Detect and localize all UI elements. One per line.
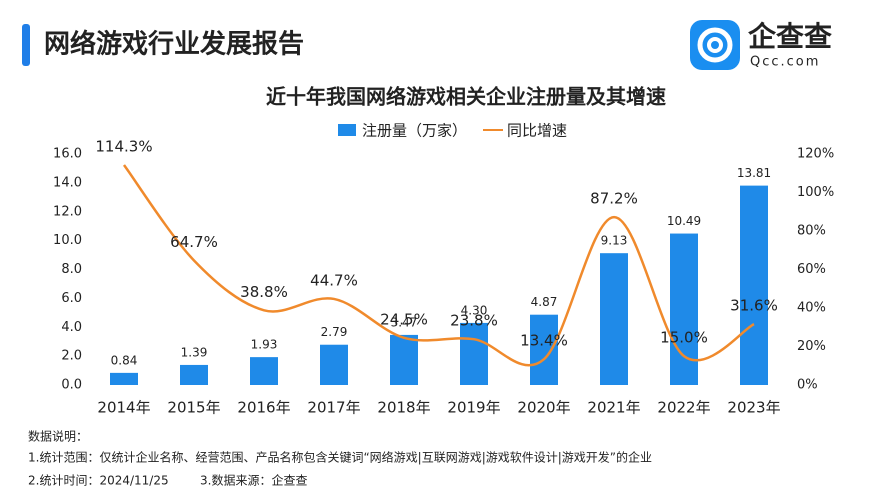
- line-value-label: 31.6%: [730, 297, 778, 315]
- line-value-label: 24.5%: [380, 310, 428, 328]
- notes-time: 2.统计时间：2024/11/25: [28, 474, 169, 488]
- legend-label: 同比增速: [507, 122, 567, 140]
- legend-swatch: [338, 124, 356, 136]
- bar: [180, 364, 208, 385]
- y-tick-label: 6.0: [61, 291, 82, 306]
- logo-url: Qcc.com: [750, 55, 820, 70]
- notes-heading: 数据说明：: [28, 429, 88, 444]
- logo-ring: [697, 27, 733, 63]
- x-tick-label: 2021年: [587, 399, 640, 417]
- y-tick-label: 2.0: [61, 349, 82, 364]
- chart-title: 近十年我国网络游戏相关企业注册量及其增速: [266, 85, 666, 109]
- logo-icon: [690, 20, 740, 70]
- bar-value-label: 4.30: [461, 303, 488, 317]
- line-value-label: 38.8%: [240, 283, 288, 301]
- x-tick-label: 2020年: [517, 399, 570, 417]
- y-tick-label: 8.0: [61, 262, 82, 277]
- bar-value-label: 13.81: [737, 166, 771, 180]
- bar-value-label: 10.49: [667, 214, 701, 228]
- notes-source: 3.数据来源：企查查: [200, 473, 307, 488]
- bar: [250, 357, 278, 385]
- bar-value-label: 1.93: [251, 338, 278, 352]
- page-title: 网络游戏行业发展报告: [44, 29, 304, 60]
- logo-name: 企查查: [748, 20, 832, 53]
- line-value-label: 87.2%: [590, 190, 638, 208]
- bar: [600, 253, 628, 385]
- bar-value-label: 4.87: [531, 295, 558, 309]
- bar-value-label: 0.84: [111, 353, 138, 367]
- y2-tick-label: 120%: [797, 147, 834, 162]
- logo-ring-inner: [707, 37, 723, 53]
- x-tick-label: 2015年: [167, 399, 220, 417]
- x-tick-label: 2022年: [657, 399, 710, 417]
- y-tick-label: 12.0: [53, 204, 82, 219]
- line-value-label: 23.8%: [450, 312, 498, 330]
- y2-tick-label: 40%: [797, 301, 826, 316]
- x-tick-label: 2019年: [447, 399, 500, 417]
- bar-value-label: 1.39: [181, 345, 208, 359]
- bar-value-label: 3.47: [391, 315, 418, 329]
- y2-tick-label: 60%: [797, 262, 826, 277]
- y-tick-label: 0.0: [61, 378, 82, 393]
- bar: [320, 344, 348, 385]
- y2-tick-label: 80%: [797, 224, 826, 239]
- line-value-label: 13.4%: [520, 332, 568, 350]
- x-tick-label: 2018年: [377, 399, 430, 417]
- bar: [390, 334, 418, 385]
- y2-tick-label: 20%: [797, 339, 826, 354]
- legend-label: 注册量（万家）: [362, 122, 467, 140]
- bar: [110, 372, 138, 385]
- x-tick-label: 2017年: [307, 399, 360, 417]
- bar-value-label: 2.79: [321, 325, 348, 339]
- y-tick-label: 16.0: [53, 147, 82, 162]
- y-tick-label: 4.0: [61, 320, 82, 335]
- y2-tick-label: 0%: [797, 378, 818, 393]
- notes-scope: 1.统计范围：仅统计企业名称、经营范围、产品名称包含关键词“网络游戏|互联网游戏…: [28, 450, 652, 465]
- y2-tick-label: 100%: [797, 185, 834, 200]
- line: [122, 164, 755, 367]
- bar: [670, 233, 698, 385]
- bar: [740, 185, 768, 385]
- bar-value-label: 9.13: [601, 234, 628, 248]
- x-tick-label: 2023年: [727, 399, 780, 417]
- x-tick-label: 2014年: [97, 399, 150, 417]
- x-tick-label: 2016年: [237, 399, 290, 417]
- header-accent: [22, 24, 30, 66]
- bar: [460, 322, 488, 385]
- line-value-label: 44.7%: [310, 271, 358, 289]
- y-tick-label: 10.0: [53, 233, 82, 248]
- bar: [530, 314, 558, 385]
- line-value-label: 15.0%: [660, 329, 708, 347]
- y-tick-label: 14.0: [53, 175, 82, 190]
- line-value-label: 64.7%: [170, 233, 218, 251]
- line-value-label: 114.3%: [95, 137, 152, 155]
